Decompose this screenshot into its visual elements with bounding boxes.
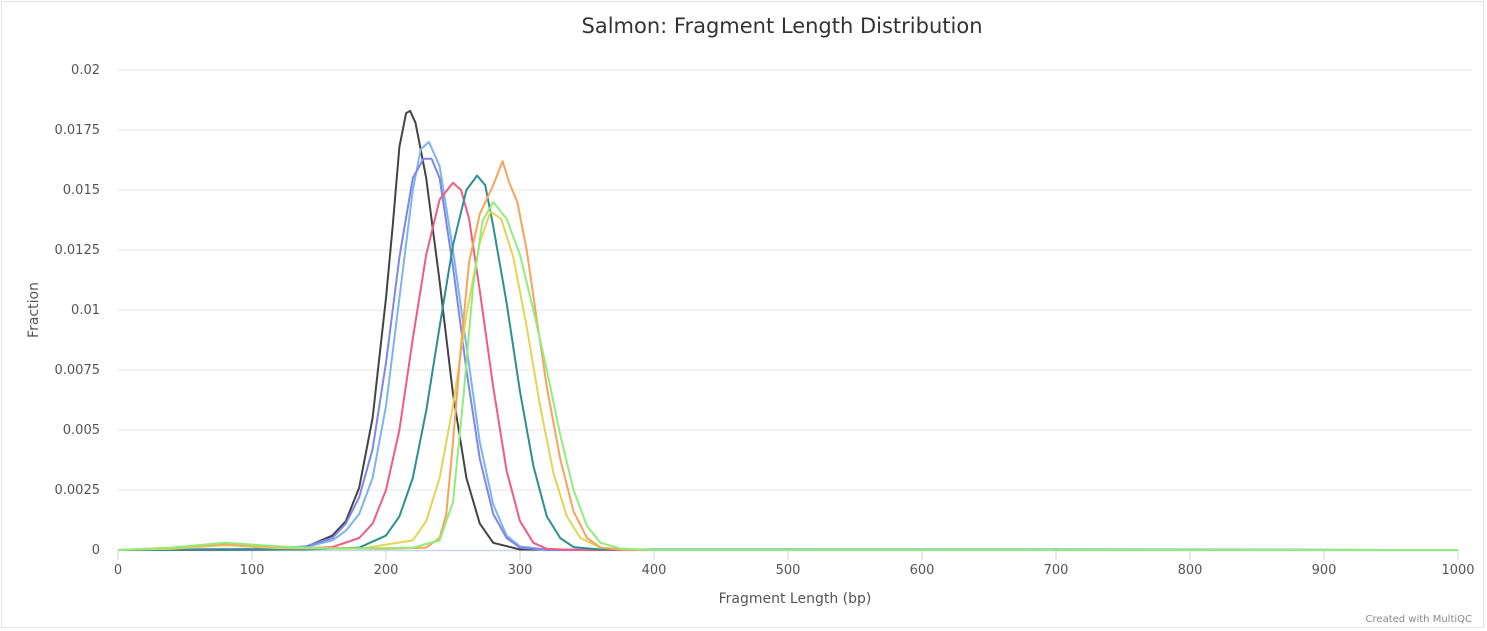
grid-lines	[118, 69, 1472, 491]
series-lines	[117, 109, 1459, 551]
x-tick-label: 100	[240, 563, 265, 578]
y-tick-label: 0.0175	[55, 123, 101, 138]
series-line-6[interactable]	[117, 210, 1458, 551]
x-tick-label: 800	[1178, 563, 1203, 578]
credit-link[interactable]: Created with MultiQC	[1366, 614, 1472, 625]
y-tick-label: 0	[92, 543, 100, 558]
x-tick-label: 0	[114, 563, 122, 578]
y-tick-label: 0.0025	[55, 483, 101, 498]
y-tick-label: 0.0075	[55, 363, 101, 378]
x-tick-label: 600	[910, 563, 935, 578]
series-line-4[interactable]	[117, 181, 1458, 551]
series-line-2[interactable]	[117, 141, 1459, 551]
series-line-3[interactable]	[117, 157, 1458, 551]
x-tick-label: 200	[374, 563, 399, 578]
x-tick-label: 400	[642, 563, 667, 578]
y-tick-label: 0.01	[71, 303, 100, 318]
y-tick-label: 0.0125	[55, 243, 101, 258]
series-line-1[interactable]	[118, 109, 1459, 551]
series-line-7[interactable]	[117, 160, 1458, 551]
y-tick-label: 0.015	[63, 183, 100, 198]
y-axis-title: Fraction	[26, 282, 42, 338]
chart-title: Salmon: Fragment Length Distribution	[582, 14, 983, 38]
x-tick-label: 300	[508, 563, 533, 578]
x-axis-title: Fragment Length (bp)	[719, 591, 872, 607]
y-tick-label: 0.005	[63, 423, 100, 438]
y-tick-label: 0.02	[71, 63, 100, 78]
y-axis-ticks: 0 0.0025 0.005 0.0075 0.01 0.0125 0.015 0.0175 0…	[55, 63, 101, 558]
x-tick-label: 1000	[1441, 563, 1474, 578]
series-line-5[interactable]	[117, 174, 1459, 551]
x-axis: 0 100 200 300 400 500 600 700 800 900 1000	[114, 549, 1475, 578]
x-tick-label: 900	[1312, 563, 1337, 578]
x-tick-label: 500	[776, 563, 801, 578]
x-tick-label: 700	[1044, 563, 1069, 578]
series-line-8[interactable]	[117, 201, 1458, 551]
